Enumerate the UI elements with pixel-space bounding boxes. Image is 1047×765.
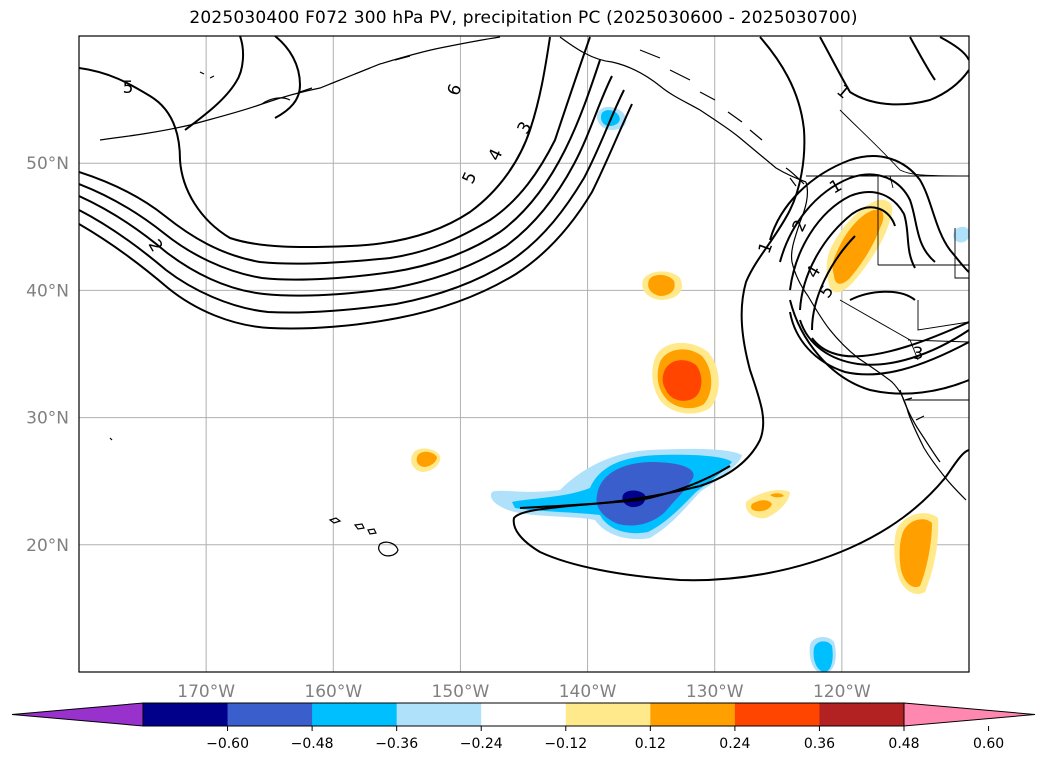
colorbar-tick-label: 0.48: [888, 736, 919, 752]
lat-tick-label: 30°N: [26, 409, 69, 429]
colorbar-tick-label: −0.60: [206, 736, 249, 752]
precip-shading: [411, 106, 969, 672]
latitude-labels: 50°N 40°N 30°N 20°N: [26, 154, 69, 556]
pv-contour-label: 3: [913, 344, 924, 364]
lon-tick-label: 120°W: [813, 682, 871, 702]
colorbar-segment: [819, 703, 905, 726]
colorbar-tick-label: 0.12: [635, 736, 666, 752]
lon-tick-label: 150°W: [432, 682, 490, 702]
colorbar-segment: [734, 703, 820, 726]
lat-tick-label: 40°N: [26, 281, 69, 301]
colorbar-segment: [565, 703, 651, 726]
map-plot-area: [79, 36, 969, 672]
gridlines: [79, 36, 969, 672]
lat-tick-label: 20°N: [26, 536, 69, 556]
political-borders: [806, 109, 969, 401]
colorbar-segment: [650, 703, 736, 726]
lon-tick-label: 140°W: [559, 682, 617, 702]
map-title: 2025030400 F072 300 hPa PV, precipitatio…: [189, 8, 858, 28]
colorbar-tick-label: −0.12: [544, 736, 587, 752]
colorbar-tick-label: −0.36: [375, 736, 418, 752]
lon-tick-label: 170°W: [177, 682, 235, 702]
lat-tick-label: 50°N: [26, 154, 69, 174]
lon-tick-label: 130°W: [686, 682, 744, 702]
colorbar-segment: [481, 703, 567, 726]
colorbar-tick-label: −0.48: [291, 736, 334, 752]
colorbar-segment: [143, 703, 229, 726]
coastlines: [99, 36, 967, 557]
colorbar-outline: [142, 702, 905, 727]
colorbar-tick-label: −0.24: [460, 736, 503, 752]
colorbar-segment: [312, 703, 398, 726]
colorbar-tick-label: 0.24: [719, 736, 750, 752]
pv-contours: [79, 36, 969, 582]
colorbar-segment: [396, 703, 482, 726]
colorbar-extend-high: [903, 702, 1036, 727]
precip-negative-idaho: [953, 226, 969, 243]
map-frame: [78, 35, 970, 673]
colorbar-segment: [227, 703, 313, 726]
colorbar-tick-label: 0.36: [804, 736, 835, 752]
lon-tick-label: 160°W: [304, 682, 362, 702]
pv-contour-label: 5: [123, 78, 134, 98]
longitude-labels: 170°W 160°W 150°W 140°W 130°W 120°W: [177, 682, 871, 702]
colorbar-tick-label: 0.60: [973, 736, 1004, 752]
colorbar-extend-low: [11, 702, 144, 727]
colorbar: −0.60 −0.48 −0.36 −0.24 −0.12 0.12 0.24 0.36 0.4…: [11, 702, 1036, 752]
